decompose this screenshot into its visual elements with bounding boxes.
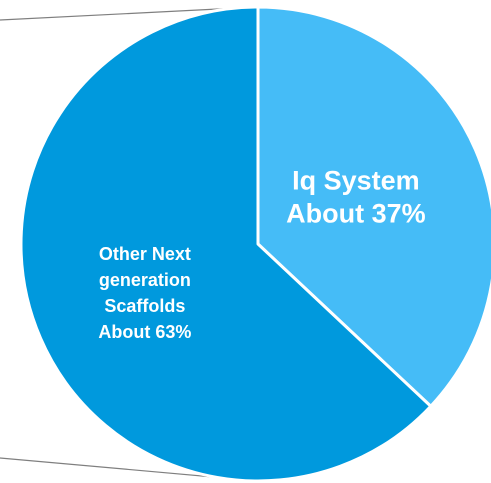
slice-label-line: About 63% — [98, 322, 191, 342]
slice-label-line: Iq System — [292, 166, 420, 196]
slice-labels: Iq System About 37% Other Next generation Sc… — [98, 166, 425, 343]
slice-label-line: Scaffolds — [104, 296, 185, 316]
slice-label-1: Iq System About 37% — [286, 166, 426, 229]
pie-slice-1 — [256, 5, 491, 408]
connector-line-1 — [0, 6, 259, 21]
pie-slices — [19, 5, 491, 483]
slice-label-line: generation — [99, 270, 191, 290]
slice-label-line: Other Next — [99, 244, 191, 264]
pie-slice-2 — [19, 5, 433, 483]
slice-label-2: Other Next generation Scaffolds About 63% — [98, 244, 191, 342]
slice-label-line: About 37% — [286, 199, 426, 229]
